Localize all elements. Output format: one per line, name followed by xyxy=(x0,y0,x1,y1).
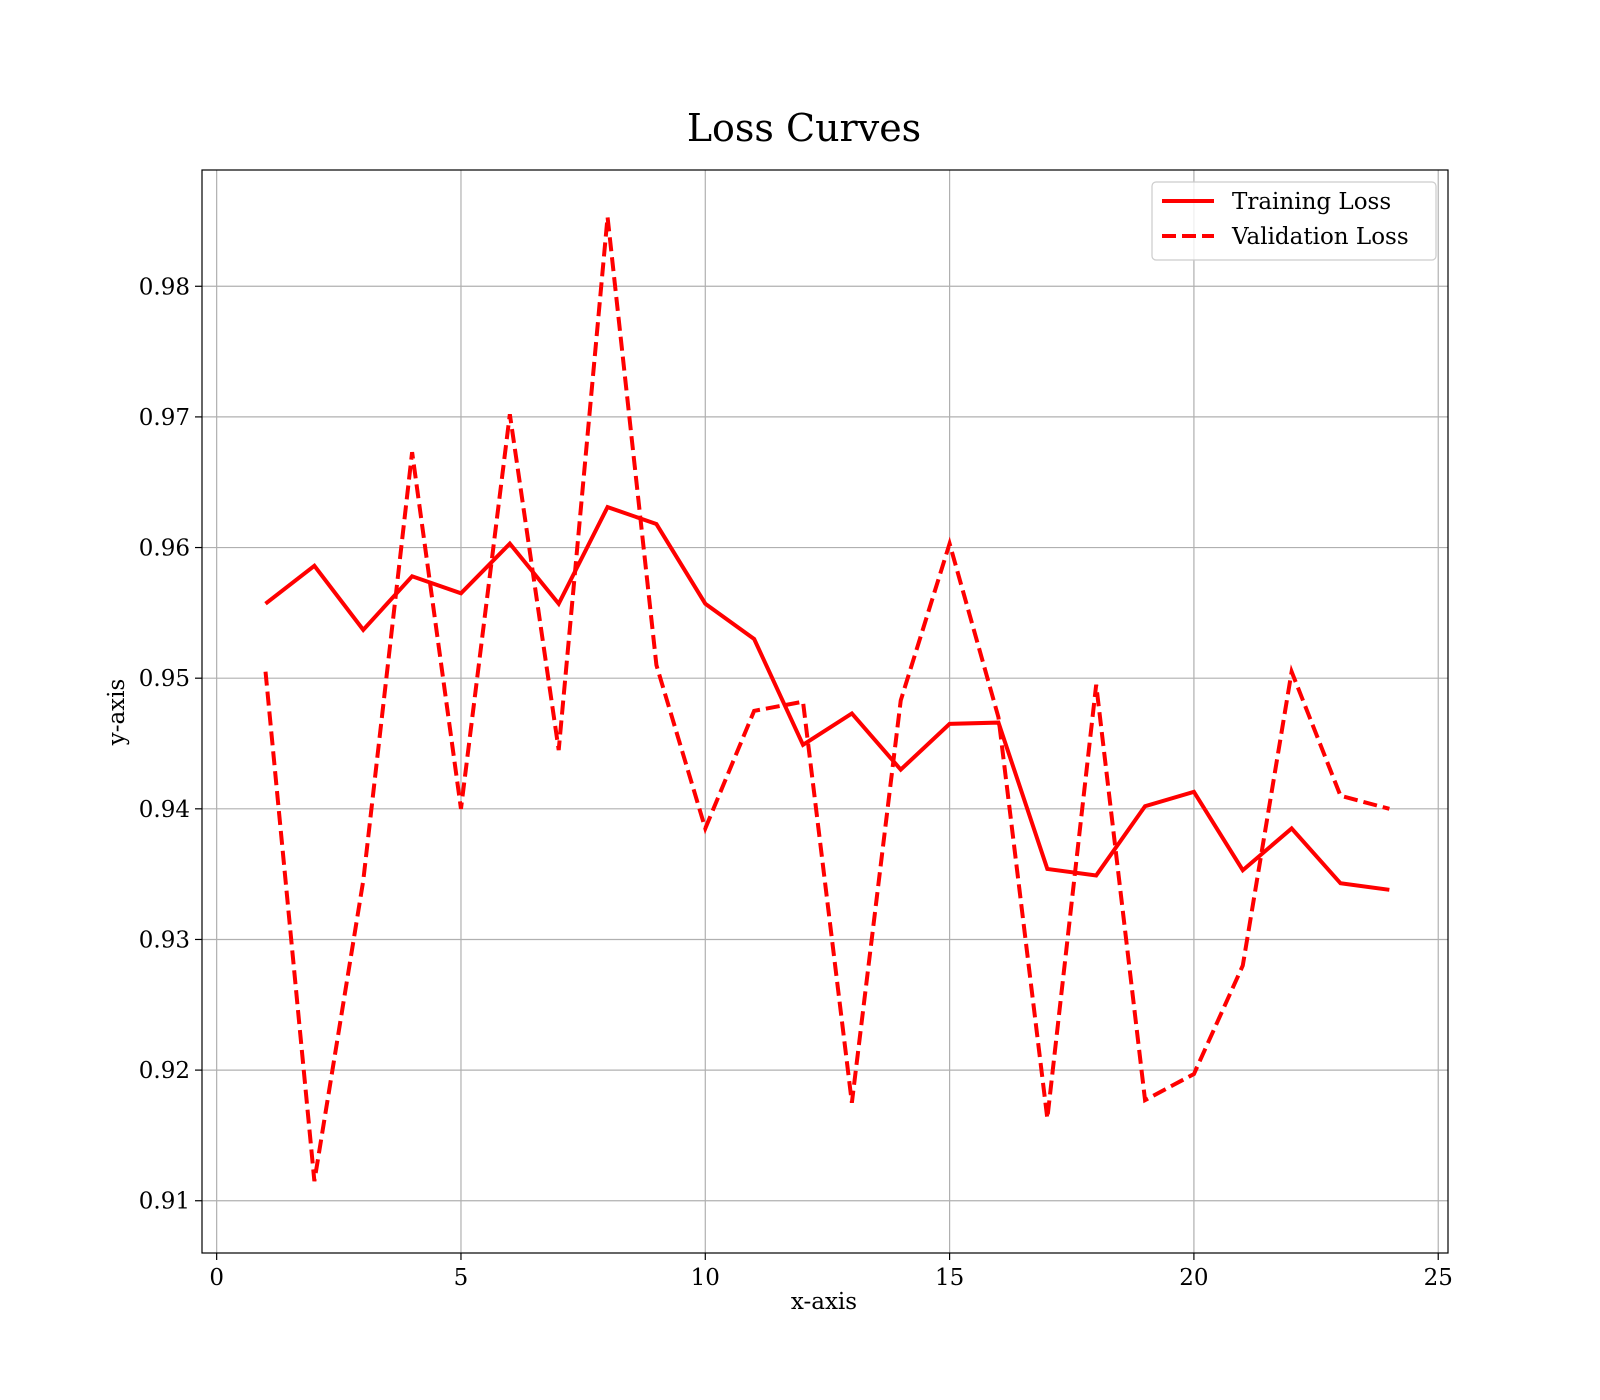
x-tick-label: 10 xyxy=(691,1265,720,1291)
legend-box xyxy=(1151,181,1437,261)
x-axis-label: x-axis xyxy=(791,1289,857,1315)
chart-title: Loss Curves xyxy=(687,106,921,150)
tick-layer: 0 5 10 15 20 25 0.91 0.92 0.93 0.94 0.95 0.96 0.97 0.… xyxy=(139,274,1453,1291)
x-tick-label: 25 xyxy=(1424,1265,1453,1291)
y-tick-label: 0.94 xyxy=(139,797,190,823)
series-line-training-loss xyxy=(264,504,1390,892)
y-tick-label: 0.92 xyxy=(139,1058,190,1084)
series-layer xyxy=(263,216,1390,1182)
x-tick-label: 20 xyxy=(1179,1265,1208,1291)
legend-label-validation-loss: Validation Loss xyxy=(1231,224,1409,250)
y-tick-label: 0.93 xyxy=(139,927,190,953)
plot-frame xyxy=(201,169,1449,1254)
legend-label-training-loss: Training Loss xyxy=(1232,189,1391,215)
x-tick-label: 0 xyxy=(209,1265,224,1291)
grid-layer xyxy=(202,170,1448,1253)
y-tick-label: 0.98 xyxy=(139,274,190,300)
y-tick-label: 0.91 xyxy=(139,1189,190,1215)
series-line-validation-loss xyxy=(263,216,1390,1182)
x-tick-label: 15 xyxy=(935,1265,964,1291)
x-tick-label: 5 xyxy=(454,1265,469,1291)
legend: Training Loss Validation Loss xyxy=(1151,181,1437,261)
y-tick-label: 0.97 xyxy=(139,405,190,431)
y-tick-label: 0.95 xyxy=(139,666,190,692)
y-tick-label: 0.96 xyxy=(139,536,190,562)
y-axis-label: y-axis xyxy=(104,679,130,747)
